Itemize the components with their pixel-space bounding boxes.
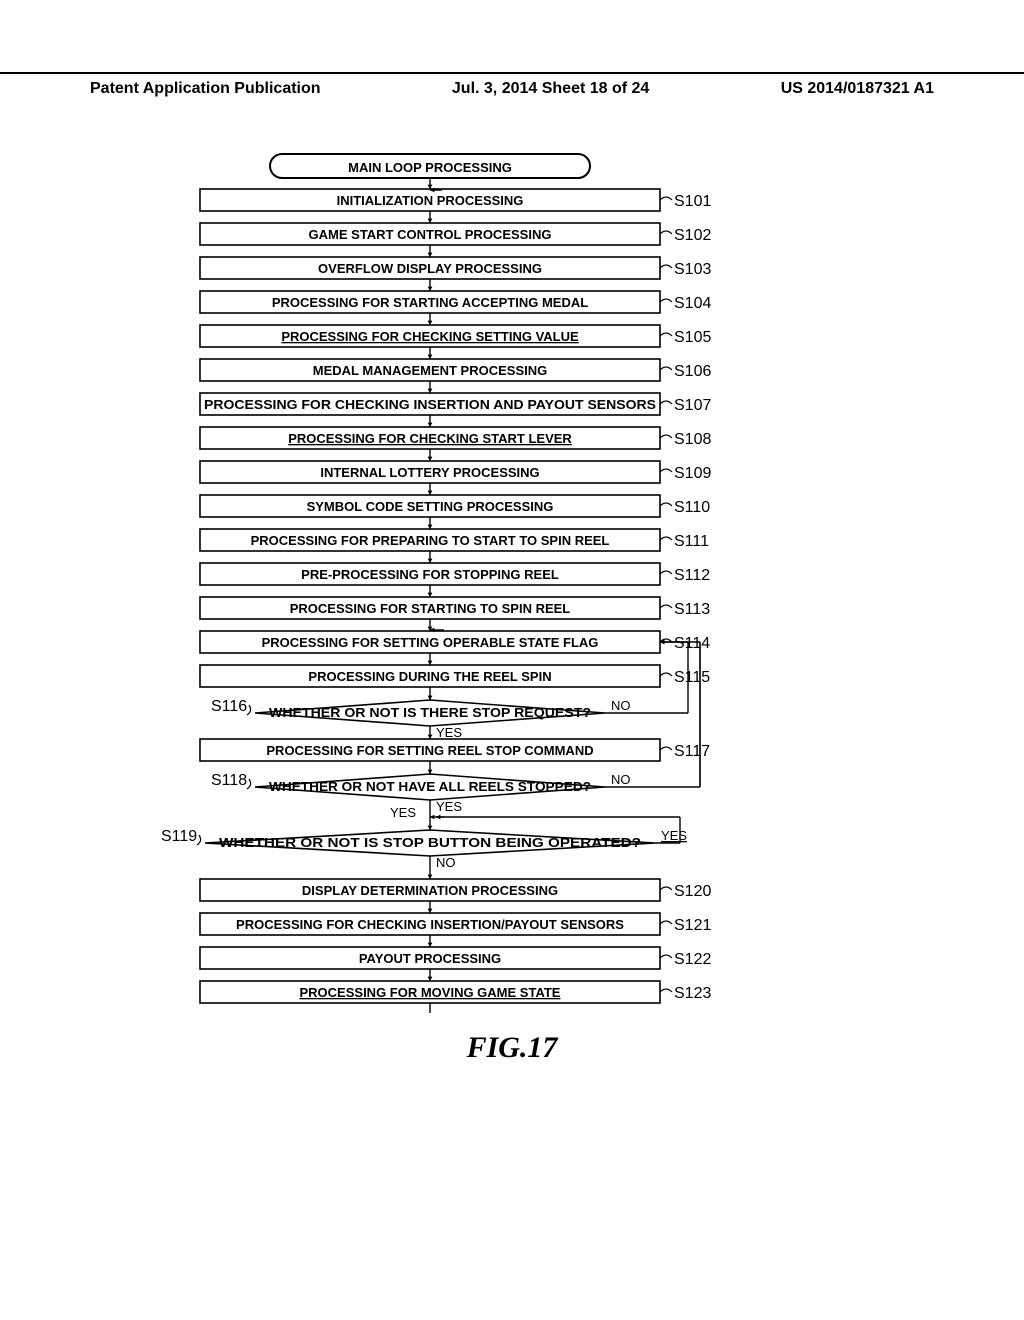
- svg-text:MEDAL MANAGEMENT PROCESSING: MEDAL MANAGEMENT PROCESSING: [313, 363, 548, 378]
- svg-text:S103: S103: [674, 261, 711, 278]
- svg-text:GAME START CONTROL PROCESSING: GAME START CONTROL PROCESSING: [309, 227, 552, 242]
- svg-text:S116: S116: [211, 698, 247, 715]
- svg-text:S112: S112: [674, 567, 710, 584]
- svg-text:S120: S120: [674, 883, 711, 900]
- svg-text:S119: S119: [161, 828, 197, 845]
- header-right: US 2014/0187321 A1: [781, 80, 934, 98]
- page-header: Patent Application Publication Jul. 3, 2…: [0, 72, 1024, 98]
- svg-text:SYMBOL CODE SETTING PROCESSING: SYMBOL CODE SETTING PROCESSING: [307, 499, 554, 514]
- svg-text:YES: YES: [436, 799, 462, 814]
- svg-text:WHETHER OR NOT HAVE ALL REELS: WHETHER OR NOT HAVE ALL REELS STOPPED?: [269, 779, 591, 794]
- svg-text:S117: S117: [674, 743, 710, 760]
- svg-text:MAIN LOOP PROCESSING: MAIN LOOP PROCESSING: [348, 160, 512, 175]
- svg-text:S121: S121: [674, 917, 711, 934]
- svg-text:INITIALIZATION PROCESSING: INITIALIZATION PROCESSING: [337, 193, 524, 208]
- svg-text:PROCESSING FOR CHECKING START: PROCESSING FOR CHECKING START LEVER: [288, 431, 572, 446]
- svg-text:PROCESSING FOR STARTING ACCEPT: PROCESSING FOR STARTING ACCEPTING MEDAL: [272, 295, 588, 310]
- svg-text:OVERFLOW DISPLAY PROCESSING: OVERFLOW DISPLAY PROCESSING: [318, 261, 542, 276]
- svg-text:S123: S123: [674, 985, 711, 1002]
- svg-text:S109: S109: [674, 465, 711, 482]
- svg-text:WHETHER OR NOT IS STOP BUTTON: WHETHER OR NOT IS STOP BUTTON BEING OPER…: [219, 835, 641, 850]
- svg-text:NO: NO: [611, 698, 631, 713]
- svg-text:PROCESSING FOR PREPARING TO ST: PROCESSING FOR PREPARING TO START TO SPI…: [251, 533, 610, 548]
- svg-text:PROCESSING FOR STARTING TO SPI: PROCESSING FOR STARTING TO SPIN REEL: [290, 601, 571, 616]
- patent-page: Patent Application Publication Jul. 3, 2…: [0, 0, 1024, 1320]
- svg-text:S110: S110: [674, 499, 710, 516]
- svg-text:YES: YES: [436, 725, 462, 740]
- svg-text:PROCESSING FOR SETTING REEL ST: PROCESSING FOR SETTING REEL STOP COMMAND: [266, 743, 593, 758]
- svg-text:NO: NO: [436, 855, 456, 870]
- svg-text:YES: YES: [661, 828, 687, 843]
- svg-text:NO: NO: [611, 772, 631, 787]
- svg-text:DISPLAY DETERMINATION PROCESSI: DISPLAY DETERMINATION PROCESSING: [302, 883, 558, 898]
- figure-caption: FIG.17: [0, 1031, 1024, 1065]
- svg-text:PRE-PROCESSING FOR STOPPING RE: PRE-PROCESSING FOR STOPPING REEL: [301, 567, 559, 582]
- svg-text:S104: S104: [674, 295, 711, 312]
- svg-text:PROCESSING FOR CHECKING SETTIN: PROCESSING FOR CHECKING SETTING VALUE: [281, 329, 579, 344]
- svg-text:S122: S122: [674, 951, 711, 968]
- svg-text:WHETHER OR NOT IS THERE STOP R: WHETHER OR NOT IS THERE STOP REQUEST?: [269, 705, 591, 720]
- svg-text:S118: S118: [211, 772, 247, 789]
- header-left: Patent Application Publication: [90, 80, 321, 98]
- svg-text:S101: S101: [674, 193, 711, 210]
- svg-text:S114: S114: [674, 635, 710, 652]
- svg-text:S108: S108: [674, 431, 711, 448]
- svg-text:PAYOUT PROCESSING: PAYOUT PROCESSING: [359, 951, 501, 966]
- svg-text:S107: S107: [674, 397, 711, 414]
- svg-text:INTERNAL LOTTERY PROCESSING: INTERNAL LOTTERY PROCESSING: [320, 465, 539, 480]
- svg-text:PROCESSING FOR MOVING GAME STA: PROCESSING FOR MOVING GAME STATE: [300, 985, 561, 1000]
- svg-text:PROCESSING DURING THE REEL SPI: PROCESSING DURING THE REEL SPIN: [308, 669, 551, 684]
- svg-text:S105: S105: [674, 329, 711, 346]
- svg-text:PROCESSING FOR CHECKING INSERT: PROCESSING FOR CHECKING INSERTION AND PA…: [204, 397, 656, 412]
- svg-text:S111: S111: [674, 533, 709, 550]
- svg-text:S102: S102: [674, 227, 711, 244]
- header-center: Jul. 3, 2014 Sheet 18 of 24: [452, 80, 649, 98]
- svg-text:S106: S106: [674, 363, 711, 380]
- svg-text:YES: YES: [390, 805, 416, 820]
- svg-text:PROCESSING FOR CHECKING INSERT: PROCESSING FOR CHECKING INSERTION/PAYOUT…: [236, 917, 624, 932]
- flowchart-svg: MAIN LOOP PROCESSING INITIALIZATION PROCE…: [0, 150, 1024, 1110]
- svg-text:PROCESSING FOR SETTING OPERABL: PROCESSING FOR SETTING OPERABLE STATE FL…: [262, 635, 599, 650]
- svg-text:S115: S115: [674, 669, 710, 686]
- svg-text:S113: S113: [674, 601, 710, 618]
